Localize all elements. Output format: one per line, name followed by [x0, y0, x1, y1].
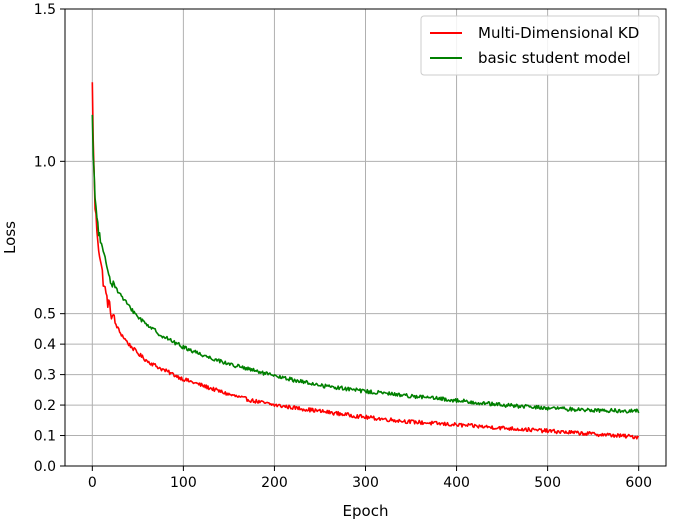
legend-box	[420, 15, 660, 76]
x-tick-label-300: 300	[352, 475, 379, 491]
x-tick-label-400: 400	[443, 475, 470, 491]
y-axis-label: Loss	[1, 221, 19, 254]
grid	[65, 8, 666, 467]
y-tick-label-0-4: 0.4	[34, 337, 56, 353]
y-tick-label-0-1: 0.1	[34, 429, 56, 445]
y-tick-label-0-0: 0.0	[34, 459, 56, 475]
y-tick-label-0-5: 0.5	[34, 307, 56, 323]
legend-label-multi-dimensional-kd: Multi-Dimensional KD	[478, 24, 639, 42]
y-tick-label-0-3: 0.3	[34, 368, 56, 384]
legend-label-basic-student-model: basic student model	[478, 49, 631, 67]
y-tick-label-1-0: 1.0	[34, 154, 56, 170]
x-tick-label-0: 0	[88, 475, 97, 491]
x-tick-label-500: 500	[534, 475, 561, 491]
series-lines	[91, 82, 640, 440]
series-line-multi-dimensional-kd	[91, 82, 640, 440]
series-line-basic-student-model	[91, 114, 640, 414]
legend: Multi-Dimensional KD basic student model	[420, 15, 660, 76]
y-tick-label-0-2: 0.2	[34, 398, 56, 414]
x-tick-label-200: 200	[261, 475, 288, 491]
axis-ticks: 0 100 200 300 400 500 600 0.0 0.1 0.2 0.3 0.4 0.5 1.0…	[34, 2, 652, 491]
x-tick-label-100: 100	[170, 475, 197, 491]
x-tick-label-600: 600	[625, 475, 652, 491]
y-tick-label-1-5: 1.5	[34, 2, 56, 18]
x-axis-label: Epoch	[343, 502, 389, 520]
